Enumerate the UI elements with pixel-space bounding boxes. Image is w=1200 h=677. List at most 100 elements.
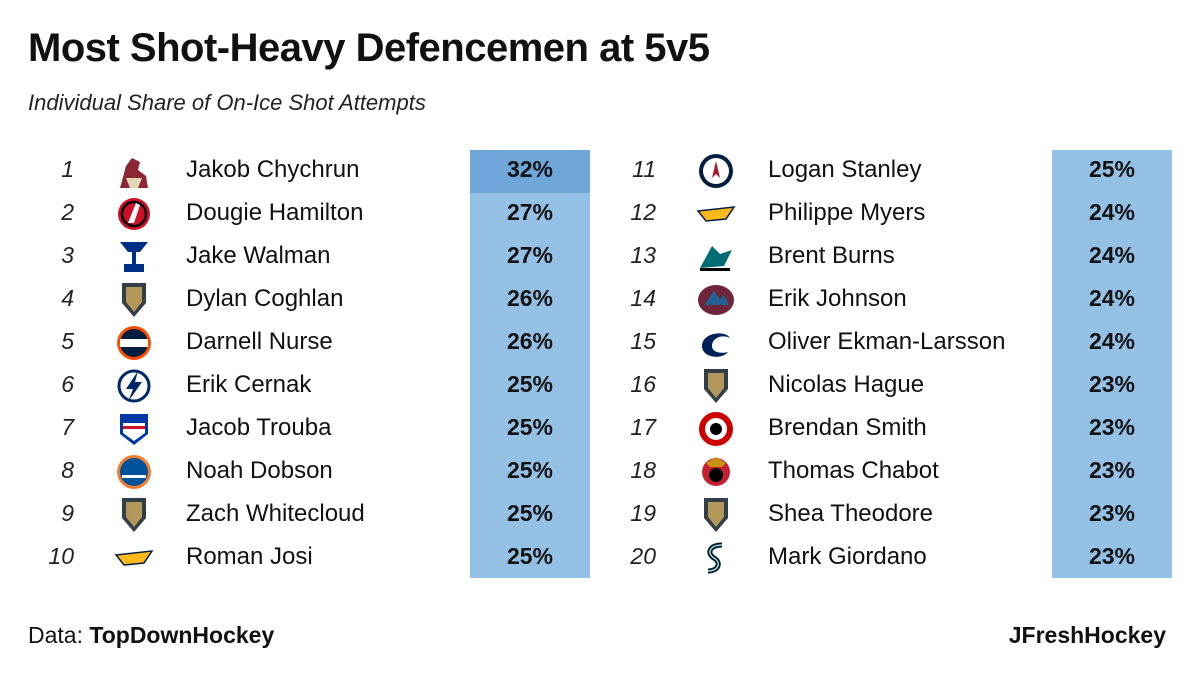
rank-number: 6 <box>61 371 74 397</box>
player-name: Dougie Hamilton <box>186 199 364 226</box>
table-row: 18 Thomas Chabot 23% <box>612 451 1172 494</box>
seattle-kraken-logo-icon <box>707 542 723 574</box>
rank-number: 11 <box>632 156 656 182</box>
vancouver-canucks-logo-icon <box>702 333 730 357</box>
rank-number: 4 <box>61 285 74 311</box>
rank-number: 8 <box>61 457 74 483</box>
share-value: 23% <box>1088 500 1136 526</box>
player-name: Roman Josi <box>186 543 313 570</box>
share-value: 23% <box>1088 371 1136 397</box>
table-row: 17 Brendan Smith 23% <box>612 408 1172 451</box>
colorado-avalanche-logo-icon <box>698 285 734 315</box>
player-name: Nicolas Hague <box>768 371 925 398</box>
player-name: Erik Johnson <box>768 285 907 312</box>
table-row: 3 Jake Walman 27% <box>30 236 590 279</box>
player-name: Shea Theodore <box>768 500 934 527</box>
table-row: 19 Shea Theodore 23% <box>612 494 1172 537</box>
value-highlight <box>470 150 590 193</box>
rank-number: 3 <box>61 242 74 268</box>
rank-number: 7 <box>61 414 74 440</box>
table-row: 15 Oliver Ekman-Larsson 24% <box>612 322 1172 365</box>
table-row: 9 Zach Whitecloud 25% <box>30 494 590 537</box>
share-value: 24% <box>1088 242 1136 268</box>
player-name: Erik Cernak <box>186 371 312 398</box>
vegas-golden-knights-logo-icon <box>122 283 146 317</box>
rank-number: 2 <box>61 199 74 225</box>
share-value: 23% <box>1088 414 1136 440</box>
player-name: Jake Walman <box>186 242 331 269</box>
share-value: 23% <box>1088 543 1136 569</box>
value-column-background <box>470 150 590 578</box>
table-row: 12 Philippe Myers 24% <box>612 193 1172 236</box>
table-row: 8 Noah Dobson 25% <box>30 451 590 494</box>
rank-number: 15 <box>630 328 656 354</box>
new-jersey-devils-logo-icon <box>118 198 150 230</box>
data-source: Data: TopDownHockey <box>28 622 274 649</box>
carolina-hurricanes-logo-icon <box>699 412 733 446</box>
arizona-coyotes-logo-icon <box>120 158 148 188</box>
table-row: 1 Jakob Chychrun 32% <box>30 150 590 193</box>
player-name: Jacob Trouba <box>186 414 332 441</box>
rank-number: 16 <box>630 371 656 397</box>
player-name: Oliver Ekman-Larsson <box>768 328 1006 355</box>
table-row: 5 Darnell Nurse 26% <box>30 322 590 365</box>
player-name: Zach Whitecloud <box>186 500 365 527</box>
rank-number: 5 <box>61 328 74 354</box>
share-value: 24% <box>1088 285 1136 311</box>
table-row: 13 Brent Burns 24% <box>612 236 1172 279</box>
table-row: 7 Jacob Trouba 25% <box>30 408 590 451</box>
rank-number: 19 <box>630 500 656 526</box>
share-value: 32% <box>506 156 554 182</box>
san-jose-sharks-logo-icon <box>700 246 732 271</box>
data-source-name: TopDownHockey <box>89 622 275 648</box>
player-name: Philippe Myers <box>768 199 926 226</box>
rank-number: 17 <box>630 414 656 440</box>
player-name: Thomas Chabot <box>768 457 939 484</box>
chart-title: Most Shot-Heavy Defencemen at 5v5 <box>28 26 710 70</box>
player-name: Darnell Nurse <box>186 328 333 355</box>
share-value: 27% <box>506 242 554 268</box>
player-name: Noah Dobson <box>186 457 333 484</box>
share-value: 25% <box>506 500 554 526</box>
share-value: 27% <box>506 199 554 225</box>
nashville-predators-logo-icon <box>696 206 736 222</box>
vegas-golden-knights-logo-icon <box>704 369 728 403</box>
vegas-golden-knights-logo-icon <box>704 498 728 532</box>
tampa-bay-lightning-logo-icon <box>117 369 151 403</box>
rank-number: 18 <box>630 457 656 483</box>
rank-number: 9 <box>61 500 74 526</box>
ottawa-senators-logo-icon <box>702 457 730 486</box>
share-value: 26% <box>506 328 554 354</box>
player-name: Brent Burns <box>768 242 895 269</box>
share-value: 25% <box>506 371 554 397</box>
player-name: Dylan Coghlan <box>186 285 344 312</box>
player-name: Mark Giordano <box>768 543 927 570</box>
rank-number: 13 <box>630 242 656 268</box>
new-york-rangers-logo-icon <box>120 414 148 445</box>
table-row: 11 Logan Stanley 25% <box>612 150 1172 193</box>
table-row: 16 Nicolas Hague 23% <box>612 365 1172 408</box>
player-name: Brendan Smith <box>768 414 927 441</box>
nashville-predators-logo-icon <box>114 550 154 566</box>
share-value: 25% <box>1088 156 1136 182</box>
share-value: 24% <box>1088 199 1136 225</box>
value-column-background <box>1052 150 1172 578</box>
share-value: 25% <box>506 543 554 569</box>
new-york-islanders-logo-icon <box>117 455 151 489</box>
data-source-prefix: Data: <box>28 622 83 648</box>
vegas-golden-knights-logo-icon <box>122 498 146 532</box>
winnipeg-jets-logo-icon <box>699 154 733 188</box>
rank-number: 1 <box>61 156 74 182</box>
rank-number: 14 <box>630 285 656 311</box>
ranking-table-right: 11 Logan Stanley 25% 12 Philippe Myers 24% 13 B… <box>612 150 1172 578</box>
rank-number: 12 <box>630 199 656 225</box>
edmonton-oilers-logo-icon <box>117 326 151 360</box>
share-value: 26% <box>506 285 554 311</box>
rank-number: 20 <box>630 543 656 569</box>
st-louis-blues-logo-icon <box>120 242 148 272</box>
chart-subtitle: Individual Share of On-Ice Shot Attempts <box>28 90 426 115</box>
table-row: 10 Roman Josi 25% <box>30 537 590 580</box>
author-credit: JFreshHockey <box>1008 622 1166 648</box>
share-value: 25% <box>506 457 554 483</box>
rank-number: 10 <box>48 543 74 569</box>
